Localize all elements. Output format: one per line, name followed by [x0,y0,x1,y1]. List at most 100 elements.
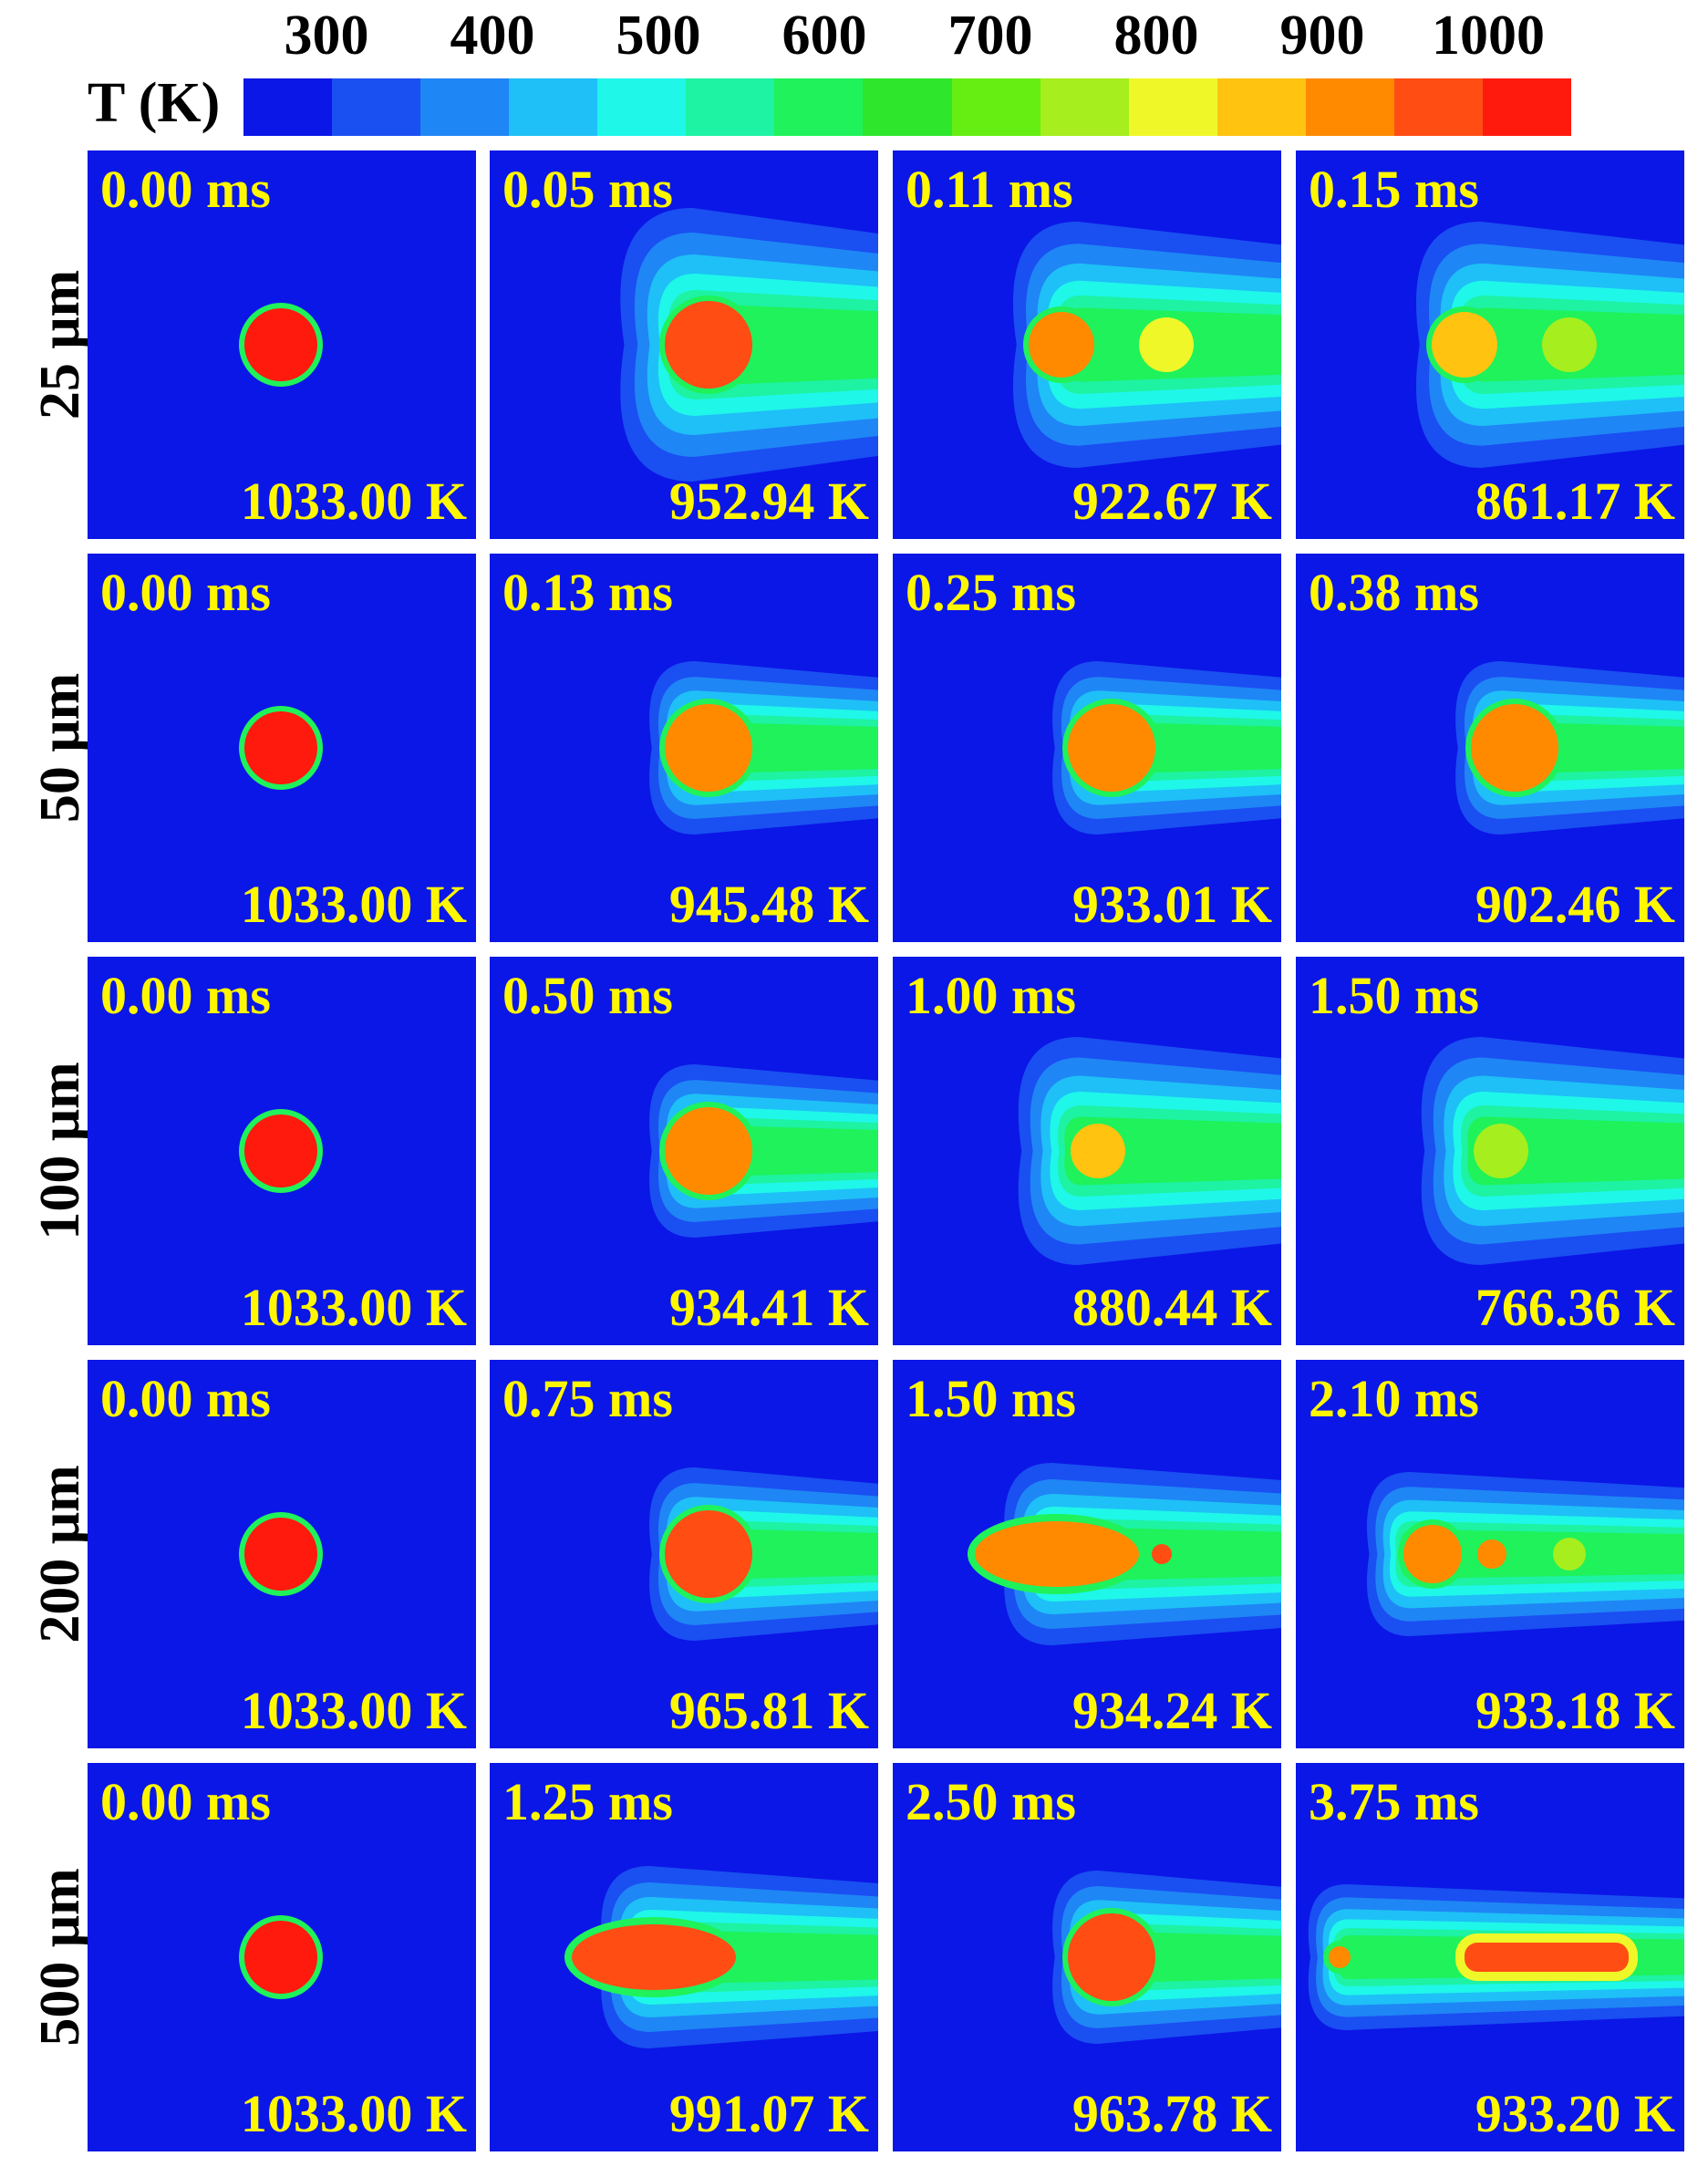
simulation-panel: 0.00 ms 1033.00 K [88,1763,476,2151]
temperature-field [1052,1871,1281,2044]
temperature-field [239,303,323,387]
temperature-label: 933.20 K [1475,2084,1675,2143]
colorbar-segment [686,78,775,136]
droplet-core [975,1521,1139,1587]
time-label: 1.50 ms [906,1369,1076,1428]
simulation-panel: 0.00 ms 1033.00 K [88,957,476,1345]
droplet-core [244,1518,317,1591]
droplet-core [244,1921,317,1994]
row-label: 50 μm [29,672,91,824]
simulation-panel: 0.15 ms 861.17 K [1296,150,1684,539]
colorbar-segment [1216,78,1306,136]
temperature-label: 934.24 K [1071,1681,1272,1740]
droplet-core [665,1107,752,1195]
colorbar-segment [1128,78,1217,136]
simulation-panel: 0.13 ms 945.48 K [490,554,878,942]
time-label: 0.00 ms [100,1369,271,1428]
time-label: 0.25 ms [906,563,1076,622]
temperature-field [1018,1037,1281,1265]
simulation-panel: 0.25 ms 933.01 K [893,554,1281,942]
temperature-field [1421,1037,1684,1265]
row-label: 25 μm [29,269,91,420]
droplet-core [1068,1913,1155,2001]
row-label: 200 μm [29,1465,91,1643]
colorbar-tick-label: 700 [947,5,1033,67]
temperature-field [239,1915,323,1999]
droplet-core [665,704,752,792]
droplet-core [1465,1943,1629,1972]
colorbar-segment [597,78,687,136]
droplet-core [1068,704,1155,792]
time-label: 2.50 ms [906,1772,1076,1831]
temperature-field [239,1512,323,1596]
colorbar-segment [243,78,333,136]
colorbar-segment [951,78,1040,136]
droplet-core [1071,1124,1125,1178]
colorbar-segment [774,78,864,136]
temperature-label: 952.94 K [668,472,869,531]
temperature-field [649,661,878,835]
temperature-field [968,1463,1281,1645]
row-label: 500 μm [29,1868,91,2047]
temperature-label: 933.18 K [1475,1681,1675,1740]
temperature-label: 965.81 K [668,1681,869,1740]
simulation-panel: 0.00 ms 1033.00 K [88,554,476,942]
temperature-field [239,1109,323,1193]
colorbar-tick-label: 400 [450,5,535,67]
droplet-core [1029,312,1094,378]
simulation-panel: 0.75 ms 965.81 K [490,1360,878,1748]
droplet-core [665,301,752,389]
colorbar-tick-label: 800 [1113,5,1199,67]
colorbar-segment [1040,78,1129,136]
simulation-panel: 1.50 ms 766.36 K [1296,957,1684,1345]
colorbar-tick-label: 300 [284,5,369,67]
time-label: 3.75 ms [1309,1772,1479,1831]
time-label: 0.13 ms [502,563,673,622]
temperature-field [1415,222,1684,468]
droplet-core [1152,1544,1172,1564]
simulation-panel: 0.38 ms 902.46 K [1296,554,1684,942]
time-label: 0.38 ms [1309,563,1479,622]
time-label: 0.11 ms [906,160,1073,219]
colorbar-tick-label: 600 [782,5,867,67]
temperature-field [1308,1884,1684,2030]
colorbar [243,78,1571,136]
temperature-label: 861.17 K [1475,472,1675,531]
colorbar-segment [863,78,952,136]
droplet-core [572,1924,736,1990]
droplet-core [1477,1539,1506,1569]
colorbar-segment [1482,78,1571,136]
time-label: 2.10 ms [1309,1369,1479,1428]
time-label: 0.00 ms [100,966,271,1025]
time-label: 1.00 ms [906,966,1076,1025]
colorbar-segment [1305,78,1394,136]
temperature-label: 933.01 K [1071,875,1272,934]
temperature-field [239,706,323,790]
droplet-core [1553,1538,1586,1571]
droplet-core [244,308,317,381]
temperature-label: 945.48 K [668,875,869,934]
temperature-field [620,208,878,482]
temperature-field [1367,1472,1684,1636]
time-label: 0.05 ms [502,160,673,219]
droplet-core [1403,1525,1462,1583]
temperature-label: 963.78 K [1071,2084,1272,2143]
simulation-panel: 0.11 ms 922.67 K [893,150,1281,539]
colorbar-segment [332,78,421,136]
simulation-panel: 1.50 ms 934.24 K [893,1360,1281,1748]
time-label: 0.75 ms [502,1369,673,1428]
colorbar-segment [509,78,598,136]
droplet-core [1471,704,1558,792]
temperature-field [1455,661,1684,835]
temperature-label: 1033.00 K [240,2084,467,2143]
simulation-panel: 1.00 ms 880.44 K [893,957,1281,1345]
temperature-label: 922.67 K [1071,472,1272,531]
droplet-core [1432,312,1497,378]
time-label: 0.15 ms [1309,160,1479,219]
colorbar-label: T (K) [88,72,221,134]
simulation-panel: 0.00 ms 1033.00 K [88,1360,476,1748]
row-label: 100 μm [29,1062,91,1240]
simulation-panel: 0.05 ms 952.94 K [490,150,878,539]
colorbar-tick-label: 900 [1279,5,1365,67]
temperature-label: 1033.00 K [240,1278,467,1337]
